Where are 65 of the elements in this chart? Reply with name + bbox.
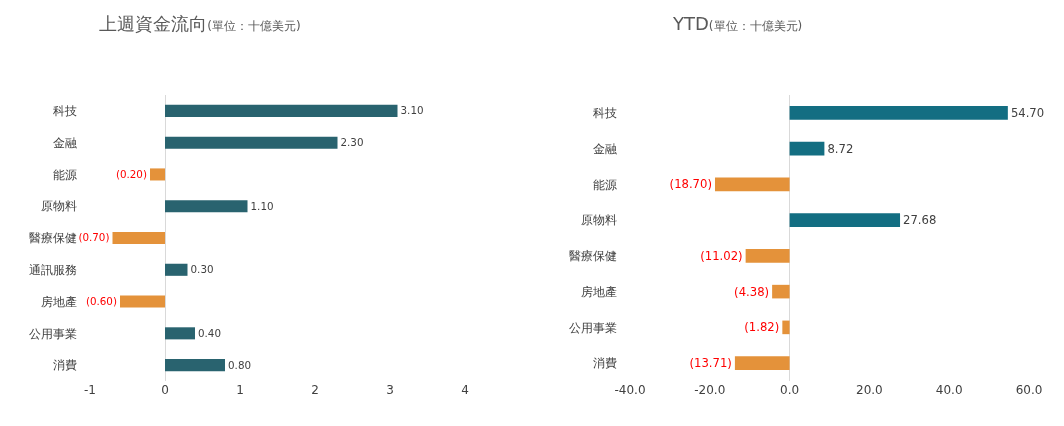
bar	[782, 320, 790, 335]
x-tick-label: 0	[161, 383, 169, 397]
y-tick-label: 金融	[593, 141, 617, 156]
x-tick-label: 3	[386, 383, 394, 397]
y-tick-label: 公用事業	[29, 326, 77, 341]
bar	[789, 141, 825, 156]
data-label: 3.10	[400, 104, 424, 117]
data-label: 0.30	[190, 263, 214, 276]
y-tick-label: 房地產	[41, 294, 77, 309]
x-tick-label: -40.0	[614, 383, 646, 397]
bar	[772, 284, 790, 299]
x-tick-label: 0.0	[780, 383, 800, 397]
bar	[734, 356, 790, 370]
bar	[789, 106, 1008, 120]
data-label: (0.60)	[85, 295, 117, 307]
bar	[789, 213, 901, 227]
y-tick-label: 原物料	[581, 213, 617, 228]
bar	[150, 168, 165, 181]
bar	[112, 231, 165, 245]
data-label: 27.68	[903, 213, 937, 228]
bar	[120, 295, 165, 308]
x-tick-label: -20.0	[694, 383, 726, 397]
y-tick-label: 消費	[593, 356, 617, 371]
bar	[165, 200, 248, 213]
y-tick-label: 醫療保健	[29, 231, 77, 246]
data-label: (11.02)	[700, 248, 743, 263]
data-label: 1.10	[250, 199, 274, 212]
data-label: 8.72	[827, 141, 854, 156]
x-tick-label: 40.0	[935, 383, 963, 397]
bar	[165, 263, 188, 276]
data-label: 0.80	[228, 358, 252, 371]
data-label: (0.70)	[78, 231, 110, 244]
y-tick-label: 消費	[53, 358, 77, 373]
x-tick-label: 1	[236, 383, 244, 397]
y-tick-label: 科技	[53, 104, 77, 119]
x-tick-label: 4	[461, 383, 469, 397]
data-label: (13.71)	[689, 356, 732, 371]
y-tick-label: 金融	[53, 135, 77, 150]
y-tick-label: 能源	[53, 167, 77, 182]
bar	[165, 327, 195, 340]
data-label: (0.20)	[115, 167, 147, 180]
data-label: 2.30	[340, 136, 364, 149]
y-tick-label: 公用事業	[569, 320, 617, 335]
bar	[165, 359, 225, 372]
bar	[165, 104, 398, 117]
y-tick-label: 通訊服務	[29, 262, 77, 277]
chart-subtitle: (單位：十億美元)	[207, 18, 301, 33]
x-tick-label: 20.0	[856, 383, 883, 397]
x-tick-label: 2	[311, 383, 319, 397]
y-tick-label: 能源	[593, 177, 617, 192]
data-label: (1.82)	[744, 320, 780, 335]
chart-subtitle: (單位：十億美元)	[708, 18, 803, 33]
y-tick-label: 原物料	[41, 199, 77, 214]
bar	[714, 177, 790, 192]
data-label: (4.38)	[734, 284, 770, 299]
x-tick-label: -1	[84, 383, 96, 397]
bar	[745, 249, 790, 263]
data-label: 0.40	[198, 326, 222, 339]
data-label: 54.70	[1010, 105, 1045, 120]
x-tick-label: 60.0	[1015, 383, 1043, 397]
y-tick-label: 科技	[593, 106, 617, 121]
bar	[165, 136, 338, 149]
data-label: (18.70)	[669, 177, 712, 192]
y-tick-label: 房地產	[581, 284, 617, 299]
y-tick-label: 醫療保健	[569, 249, 617, 264]
